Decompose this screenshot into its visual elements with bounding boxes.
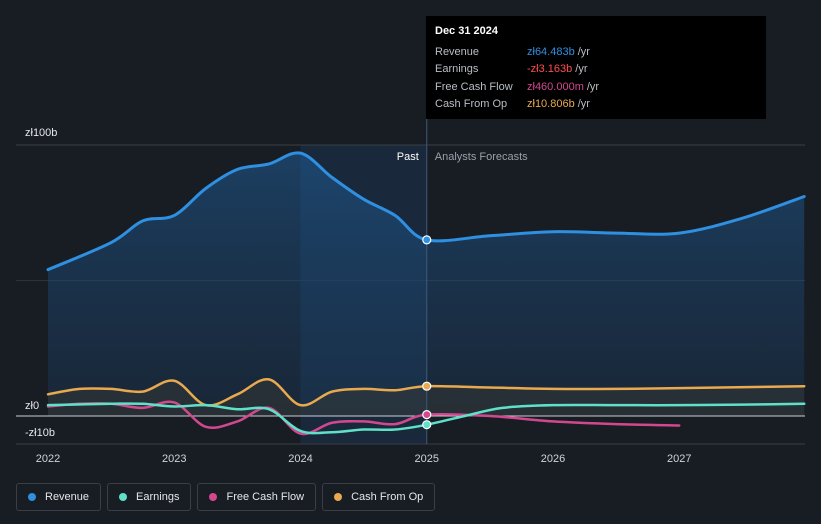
legend-dot-icon bbox=[28, 493, 36, 501]
cash-from-op-area bbox=[48, 379, 805, 416]
revenue-line bbox=[46, 151, 806, 272]
x-tick-label: 2023 bbox=[162, 453, 186, 465]
free-cash-flow-marker bbox=[422, 410, 432, 420]
tooltip-row-free-cash-flow: Free Cash Flow zł460.000m /yr bbox=[435, 78, 757, 96]
tooltip-row-value: zł10.806b bbox=[527, 98, 575, 111]
tooltip-row-unit: /yr bbox=[577, 45, 590, 58]
tooltip-row-label: Revenue bbox=[435, 45, 480, 58]
tooltip-row-revenue: Revenue zł64.483b /yr bbox=[435, 43, 757, 61]
x-tick-label: 2027 bbox=[667, 453, 691, 465]
legend-item-revenue[interactable]: Revenue bbox=[16, 483, 102, 511]
cash-from-op-line bbox=[46, 378, 806, 407]
tooltip-row-unit: /yr bbox=[586, 80, 600, 93]
tooltip-row-label: Earnings bbox=[435, 63, 479, 76]
past-label: Past bbox=[397, 151, 419, 163]
tooltip-row-label: Cash From Op bbox=[435, 98, 508, 111]
x-tick-label: 2026 bbox=[541, 453, 565, 465]
y-label-negative: -zł10b bbox=[25, 427, 55, 439]
cash-from-op-marker bbox=[422, 381, 432, 391]
legend-label: Earnings bbox=[136, 491, 180, 503]
legend-item-free-cash-flow[interactable]: Free Cash Flow bbox=[197, 483, 317, 511]
legend-label: Revenue bbox=[45, 491, 90, 503]
y-label-zero: zł0 bbox=[25, 400, 39, 412]
tooltip-row-cash-from-op: Cash From Op zł10.806b /yr bbox=[435, 96, 757, 114]
revenue-marker bbox=[422, 235, 432, 245]
x-tick-label: 2022 bbox=[36, 453, 60, 465]
tooltip-row-unit: /yr bbox=[577, 98, 590, 111]
y-label-top: zł100b bbox=[25, 127, 57, 139]
legend-dot-icon bbox=[209, 493, 218, 501]
tooltip-row-unit: /yr bbox=[575, 63, 588, 76]
tooltip-row-value: zł460.000m bbox=[527, 80, 584, 93]
legend-dot-icon bbox=[334, 493, 343, 501]
legend-item-earnings[interactable]: Earnings bbox=[107, 483, 192, 511]
legend: Revenue Earnings Free Cash Flow Cash Fro… bbox=[16, 483, 436, 511]
earnings-marker bbox=[422, 420, 432, 430]
legend-item-cash-from-op[interactable]: Cash From Op bbox=[322, 483, 436, 511]
tooltip: Dec 31 2024 Revenue zł64.483b /yr Earnin… bbox=[426, 16, 766, 119]
tooltip-row-earnings: Earnings -zł3.163b /yr bbox=[435, 61, 757, 79]
forecast-label: Analysts Forecasts bbox=[435, 151, 528, 163]
x-tick-label: 2025 bbox=[415, 453, 439, 465]
tooltip-row-value: -zł3.163b bbox=[527, 63, 573, 76]
tooltip-row-label: Free Cash Flow bbox=[435, 80, 513, 93]
tooltip-row-value: zł64.483b bbox=[527, 45, 575, 58]
legend-label: Cash From Op bbox=[351, 491, 424, 503]
revenue-area bbox=[48, 152, 805, 416]
free-cash-flow-line bbox=[46, 400, 681, 436]
x-tick-label: 2024 bbox=[288, 453, 312, 465]
earnings-line bbox=[46, 402, 806, 435]
legend-label: Free Cash Flow bbox=[226, 491, 305, 503]
tooltip-date: Dec 31 2024 bbox=[435, 25, 498, 37]
legend-dot-icon bbox=[119, 493, 128, 501]
